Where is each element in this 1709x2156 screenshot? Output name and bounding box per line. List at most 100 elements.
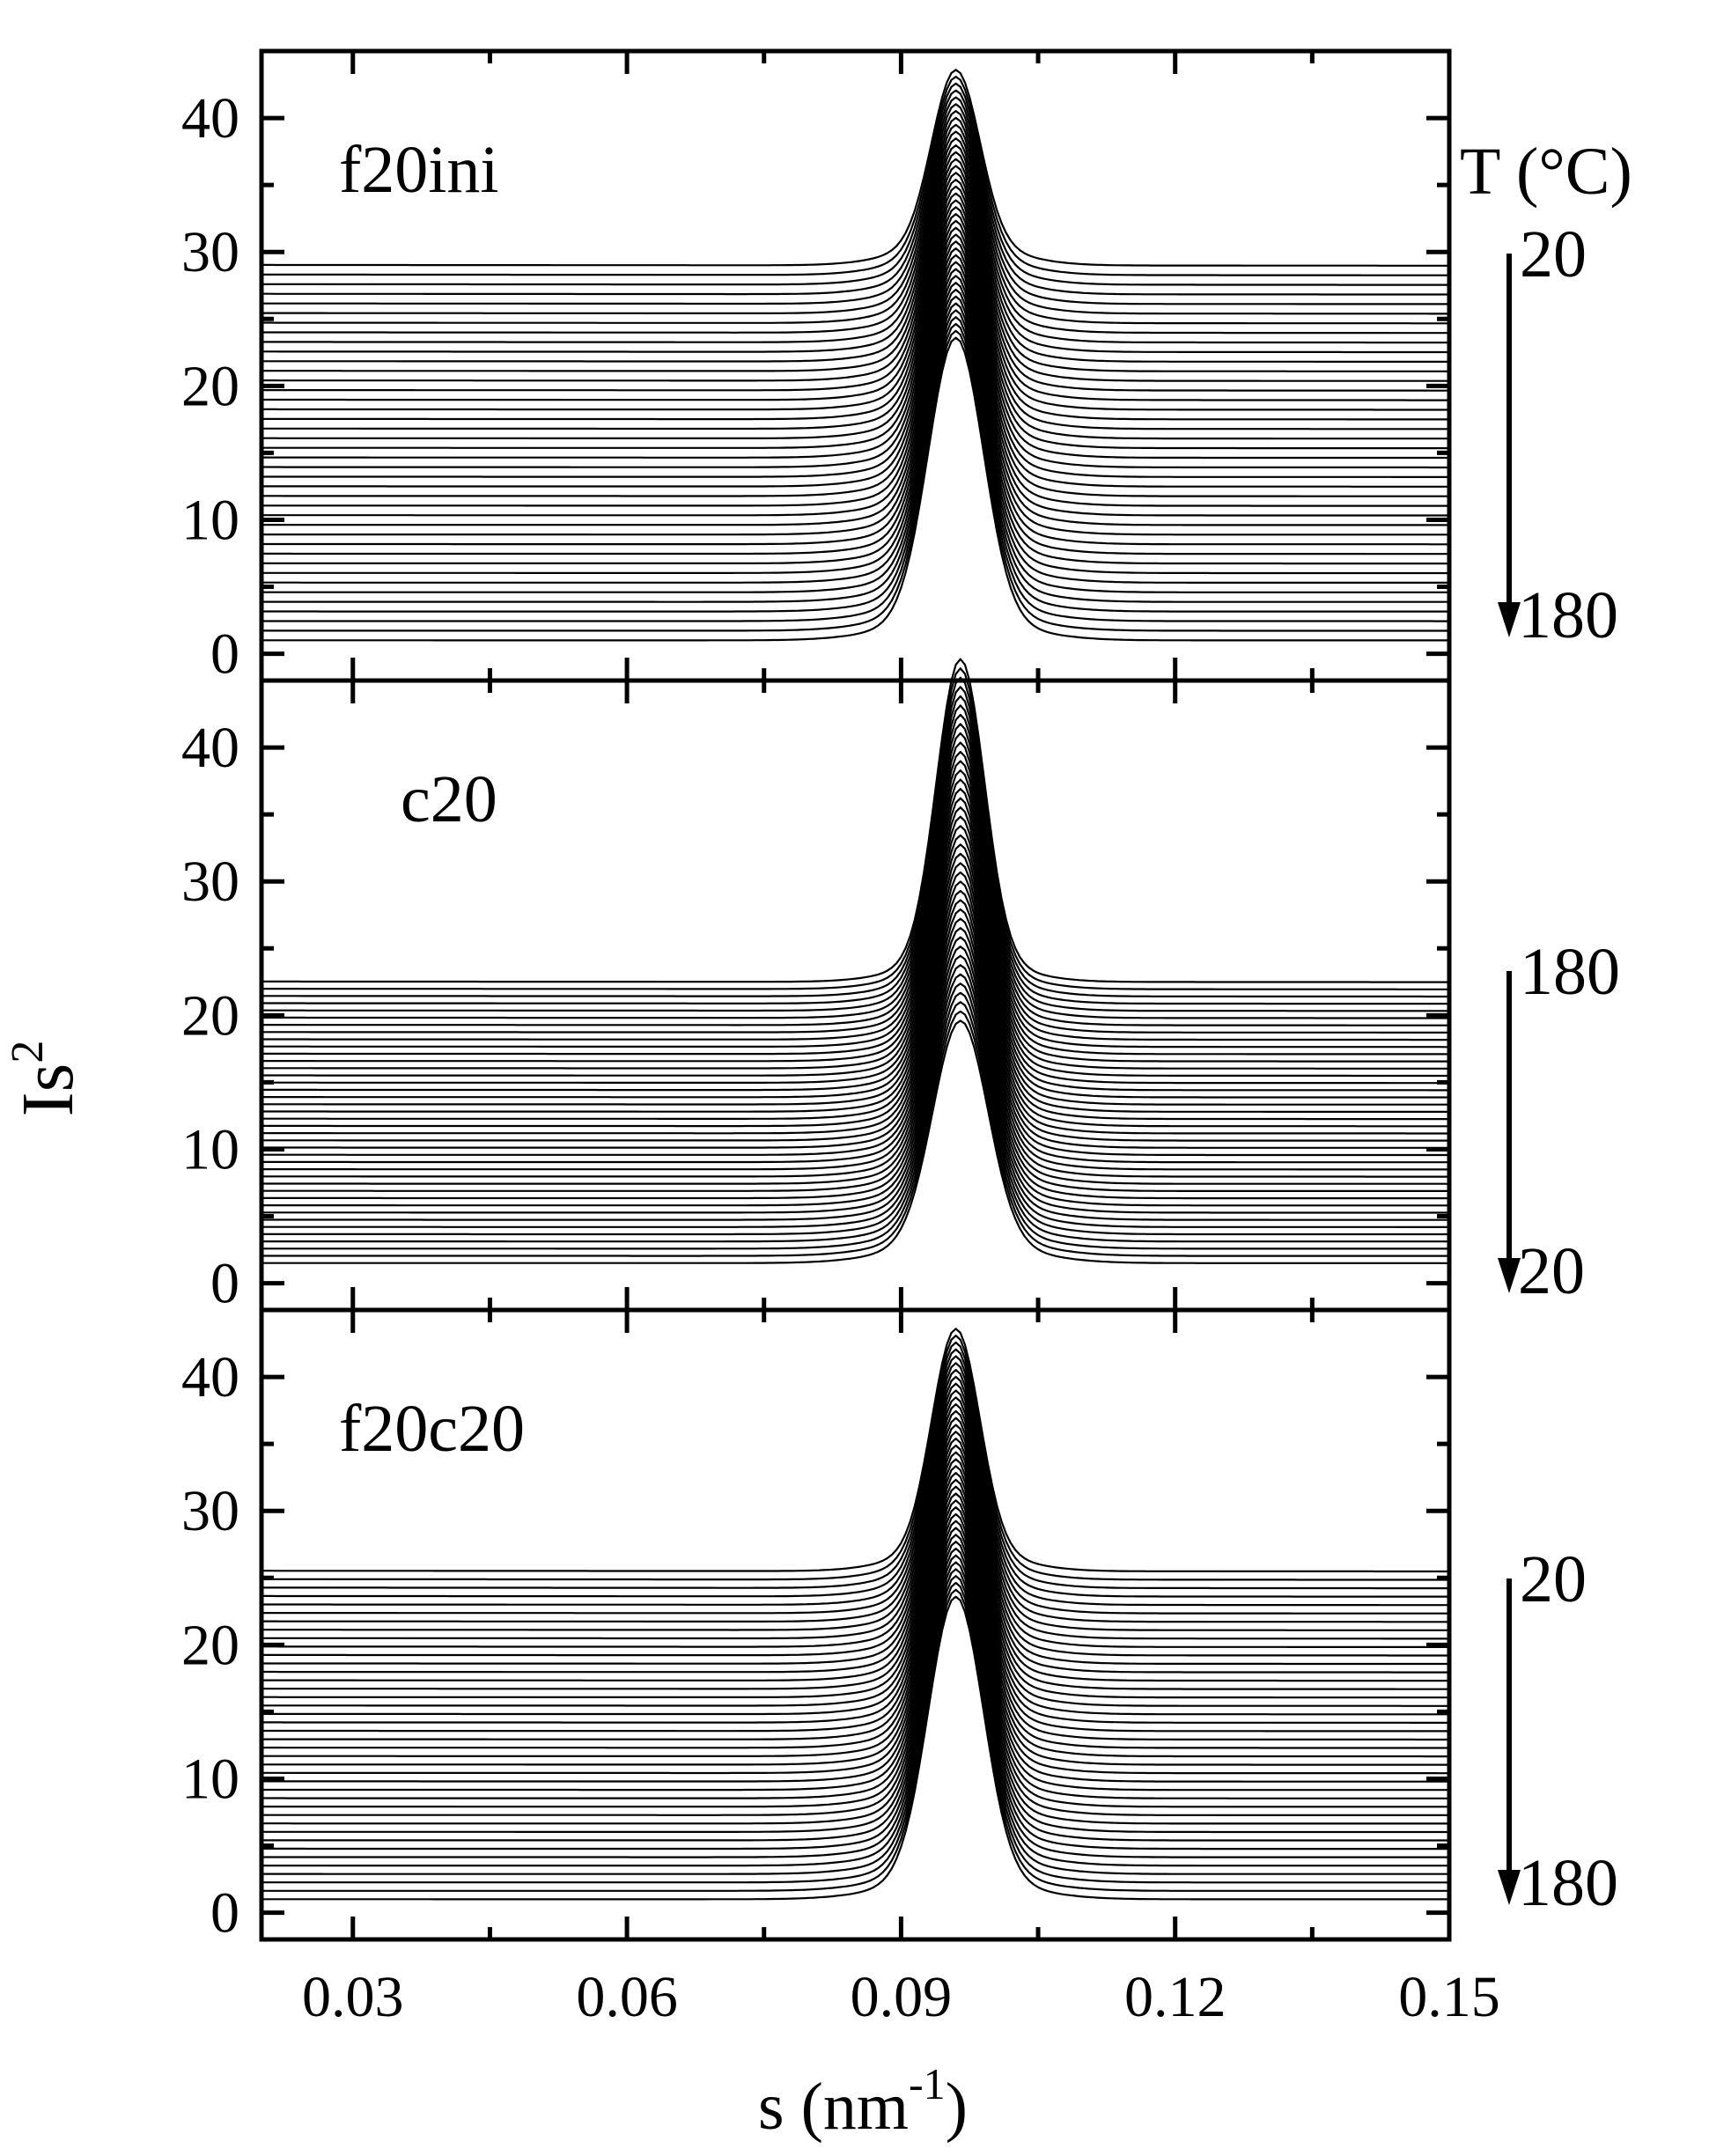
series-line [262,1409,1449,1674]
series-line [262,144,1449,372]
series-line [262,1369,1449,1623]
series-line [262,1416,1449,1682]
x-axis-title: s (nm-1) [758,2059,968,2144]
series-line [262,116,1449,335]
curve-group [262,1328,1449,1901]
series-line [262,750,1449,1056]
series-line [262,288,1449,575]
temp-start-label: 20 [1520,217,1587,291]
y-tick-label: 20 [181,354,239,418]
series-line [262,1465,1449,1741]
series-line [262,825,1449,1113]
series-line [262,1588,1449,1892]
y-tick-label: 10 [181,1117,239,1181]
series-line [262,247,1449,517]
x-tick-label: 0.06 [576,1965,678,2029]
temp-start-label: 20 [1520,1542,1587,1616]
panel-label: c20 [401,762,497,836]
series-line [262,1362,1449,1615]
y-tick-label: 20 [181,1613,239,1677]
series-line [262,282,1449,565]
series-line [262,1424,1449,1690]
series-line [262,226,1449,488]
series-line [262,316,1449,613]
series-line [262,1541,1449,1834]
series-line [262,964,1449,1221]
series-line [262,295,1449,584]
series-line [262,769,1449,1070]
series-line [262,658,1449,983]
temp-end-label: 20 [1518,1234,1585,1308]
series-line [262,686,1449,1005]
series-line [262,852,1449,1135]
series-line [262,254,1449,526]
series-line [262,1472,1449,1749]
series-line [262,219,1449,478]
series-line [262,185,1449,430]
series-line [262,322,1449,622]
series-line [262,1512,1449,1799]
x-tick-label: 0.15 [1398,1965,1500,2029]
series-line [262,695,1449,1012]
series-line [262,268,1449,546]
series-line [262,936,1449,1200]
series-line [262,1554,1449,1851]
series-line [262,179,1449,421]
arrow-head [1498,1258,1521,1293]
y-tick-label: 0 [210,1252,239,1316]
series-line [262,704,1449,1019]
series-line [262,797,1449,1092]
series-line [262,1492,1449,1775]
series-line [262,1575,1449,1875]
series-line [262,1444,1449,1716]
series-line [262,158,1449,392]
series-line [262,1595,1449,1901]
series-line [262,103,1449,315]
series-line [262,206,1449,460]
series-line [262,1403,1449,1666]
series-line [262,815,1449,1106]
series-line [262,723,1449,1034]
y-tick-label: 10 [181,488,239,552]
series-line [262,233,1449,497]
series-line [262,1348,1449,1598]
series-line [262,1375,1449,1631]
panel-label: f20ini [339,133,499,207]
series-line [262,1506,1449,1792]
series-line [262,130,1449,354]
series-line [262,676,1449,998]
temp-end-label: 180 [1518,578,1618,652]
y-tick-label: 0 [210,622,239,687]
series-line [262,982,1449,1236]
y-tick-label: 40 [181,716,239,780]
series-line [262,89,1449,296]
series-line [262,1568,1449,1867]
series-line [262,880,1449,1157]
panel-f20c20: 0 10 20 30 40 f20c20 20 180 [181,1307,1618,1946]
temp-start-label: 180 [1520,935,1620,1009]
series-line [262,1458,1449,1733]
y-tick-label: 20 [181,983,239,1048]
series-line [262,275,1449,556]
series-line [262,1001,1449,1250]
x-tick-label: 0.03 [302,1965,404,2029]
series-line [262,69,1449,267]
series-line [262,302,1449,593]
series-line [262,76,1449,276]
series-line [262,151,1449,382]
series-line [262,760,1449,1063]
curve-group [262,69,1449,642]
series-line [262,172,1449,411]
temp-end-label: 180 [1518,1846,1618,1920]
series-line [262,240,1449,507]
y-tick-label: 40 [181,1345,239,1409]
series-line [262,329,1449,632]
panel-f20ini: 0 10 20 30 40 f20ini 20 180 [181,48,1618,687]
panels: 0 10 20 30 40 f20ini 20 180 0 10 20 30 40 c20 180 20 0 10… [181,48,1620,2029]
series-line [262,871,1449,1149]
y-tick-label: 30 [181,220,239,284]
y-tick-label: 30 [181,1479,239,1543]
series-line [262,908,1449,1178]
series-line [262,899,1449,1171]
